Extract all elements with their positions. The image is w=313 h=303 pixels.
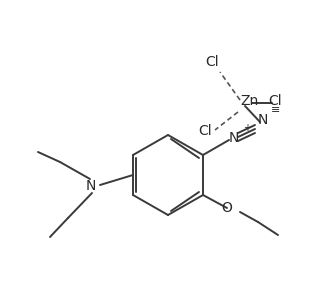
Text: N: N: [258, 113, 268, 127]
Text: Cl: Cl: [205, 55, 218, 69]
Text: Cl: Cl: [268, 94, 282, 108]
Text: N: N: [229, 131, 239, 145]
Text: Zn: Zn: [240, 94, 258, 108]
Text: Cl: Cl: [198, 124, 212, 138]
Text: O: O: [222, 201, 233, 215]
Text: N: N: [86, 179, 96, 193]
Text: +: +: [243, 123, 251, 133]
Text: ≡: ≡: [271, 105, 280, 115]
